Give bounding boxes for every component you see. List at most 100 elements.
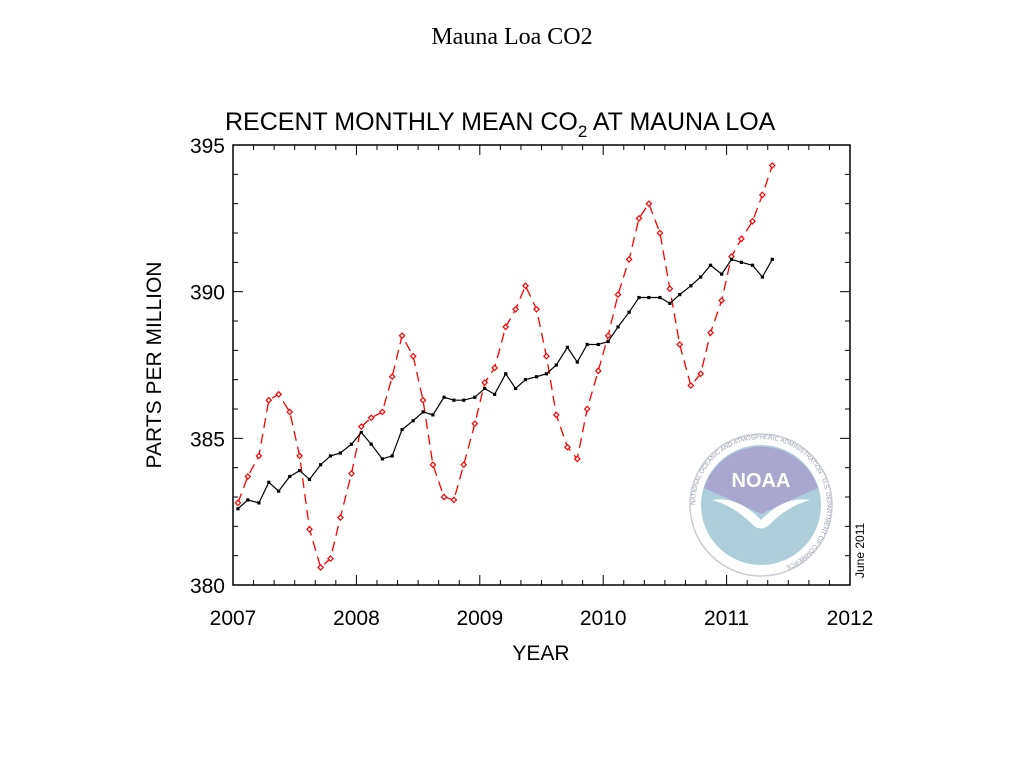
data-point <box>257 501 261 505</box>
data-point <box>429 461 437 469</box>
data-point <box>758 191 766 199</box>
y-axis-label: PARTS PER MILLION <box>143 262 166 469</box>
data-point <box>359 430 363 435</box>
x-axis-label: YEAR <box>512 642 569 665</box>
y-tick-label: 385 <box>190 428 225 451</box>
data-point <box>718 297 726 304</box>
data-point <box>635 214 643 222</box>
y-tick-label: 390 <box>190 282 225 305</box>
series-layer <box>234 162 776 571</box>
slide-title: Mauna Loa CO2 <box>431 24 593 50</box>
data-point <box>462 398 466 402</box>
x-tick-label: 2008 <box>333 607 380 630</box>
data-point <box>513 386 518 391</box>
data-point <box>708 263 713 267</box>
x-tick-label: 2012 <box>827 607 874 630</box>
data-point <box>627 310 631 314</box>
data-point <box>236 507 240 511</box>
data-point <box>460 461 468 469</box>
logo-upper-dome <box>704 446 818 514</box>
data-point <box>542 352 550 360</box>
data-point <box>267 480 271 484</box>
data-point <box>431 413 435 417</box>
data-point <box>388 373 396 381</box>
noaa-logo: NOAA NATIONAL OCEANIC AND ATMOSPHERIC AD… <box>689 433 833 577</box>
data-point <box>534 375 539 379</box>
data-point <box>349 442 354 446</box>
data-point <box>596 342 600 347</box>
date-annotation: June 2011 <box>853 523 867 578</box>
data-point <box>398 332 406 340</box>
data-point <box>390 454 394 458</box>
data-point <box>563 443 571 451</box>
data-point <box>522 282 529 290</box>
data-point <box>594 367 602 375</box>
data-point <box>450 496 458 504</box>
data-point <box>523 378 528 382</box>
data-point <box>658 295 662 300</box>
data-point <box>483 386 487 391</box>
data-point <box>512 305 520 313</box>
data-point <box>357 423 365 431</box>
axis-ticks <box>232 144 851 586</box>
data-point <box>676 341 684 348</box>
data-point <box>575 360 579 364</box>
data-point <box>770 257 774 261</box>
data-point <box>378 408 386 416</box>
data-point <box>739 260 744 264</box>
data-point <box>502 323 510 331</box>
data-point <box>307 477 312 481</box>
data-point <box>471 420 479 428</box>
data-point <box>760 275 764 279</box>
data-point <box>707 329 715 337</box>
data-point <box>328 454 333 458</box>
data-point <box>666 285 674 293</box>
data-point <box>491 364 499 372</box>
data-point <box>275 390 283 398</box>
data-point <box>750 263 755 267</box>
data-point <box>452 398 456 402</box>
data-point <box>327 555 334 563</box>
data-point <box>637 295 641 300</box>
data-point <box>288 474 292 479</box>
y-tick-label: 380 <box>190 575 225 598</box>
data-point <box>277 489 281 493</box>
x-tick-label: 2010 <box>580 607 627 630</box>
data-point <box>647 295 651 300</box>
data-point <box>419 396 427 404</box>
data-point <box>573 455 581 463</box>
data-point <box>367 414 375 422</box>
data-point <box>720 272 724 276</box>
data-point <box>380 457 384 461</box>
data-point <box>604 332 612 340</box>
data-point <box>544 372 549 376</box>
x-tick-label: 2009 <box>456 607 503 630</box>
data-point <box>246 498 250 502</box>
data-point <box>473 395 477 399</box>
logo-bird-icon <box>712 499 810 529</box>
data-point <box>440 493 448 501</box>
data-point <box>687 382 695 389</box>
data-point <box>585 342 589 347</box>
data-point <box>768 162 776 169</box>
x-tick-labels: 2007 2008 2009 2010 2011 2012 <box>210 607 874 630</box>
data-point <box>554 363 558 367</box>
data-point <box>369 442 373 446</box>
data-point <box>255 452 263 460</box>
data-point <box>616 325 620 329</box>
data-point <box>668 301 672 305</box>
data-point <box>583 405 591 413</box>
data-point <box>409 352 417 360</box>
data-point <box>298 469 302 473</box>
y-tick-labels: 380 385 390 395 <box>190 135 225 598</box>
chart-title: RECENT MONTHLY MEAN CO2 AT MAUNA LOA <box>225 108 776 141</box>
data-point <box>645 200 653 208</box>
y-tick-label: 395 <box>190 135 225 158</box>
data-point <box>481 379 489 387</box>
data-point <box>729 257 734 261</box>
logo-noaa-text: NOAA <box>732 470 791 492</box>
data-point <box>606 339 610 344</box>
data-point <box>319 463 323 467</box>
data-point <box>614 291 622 299</box>
